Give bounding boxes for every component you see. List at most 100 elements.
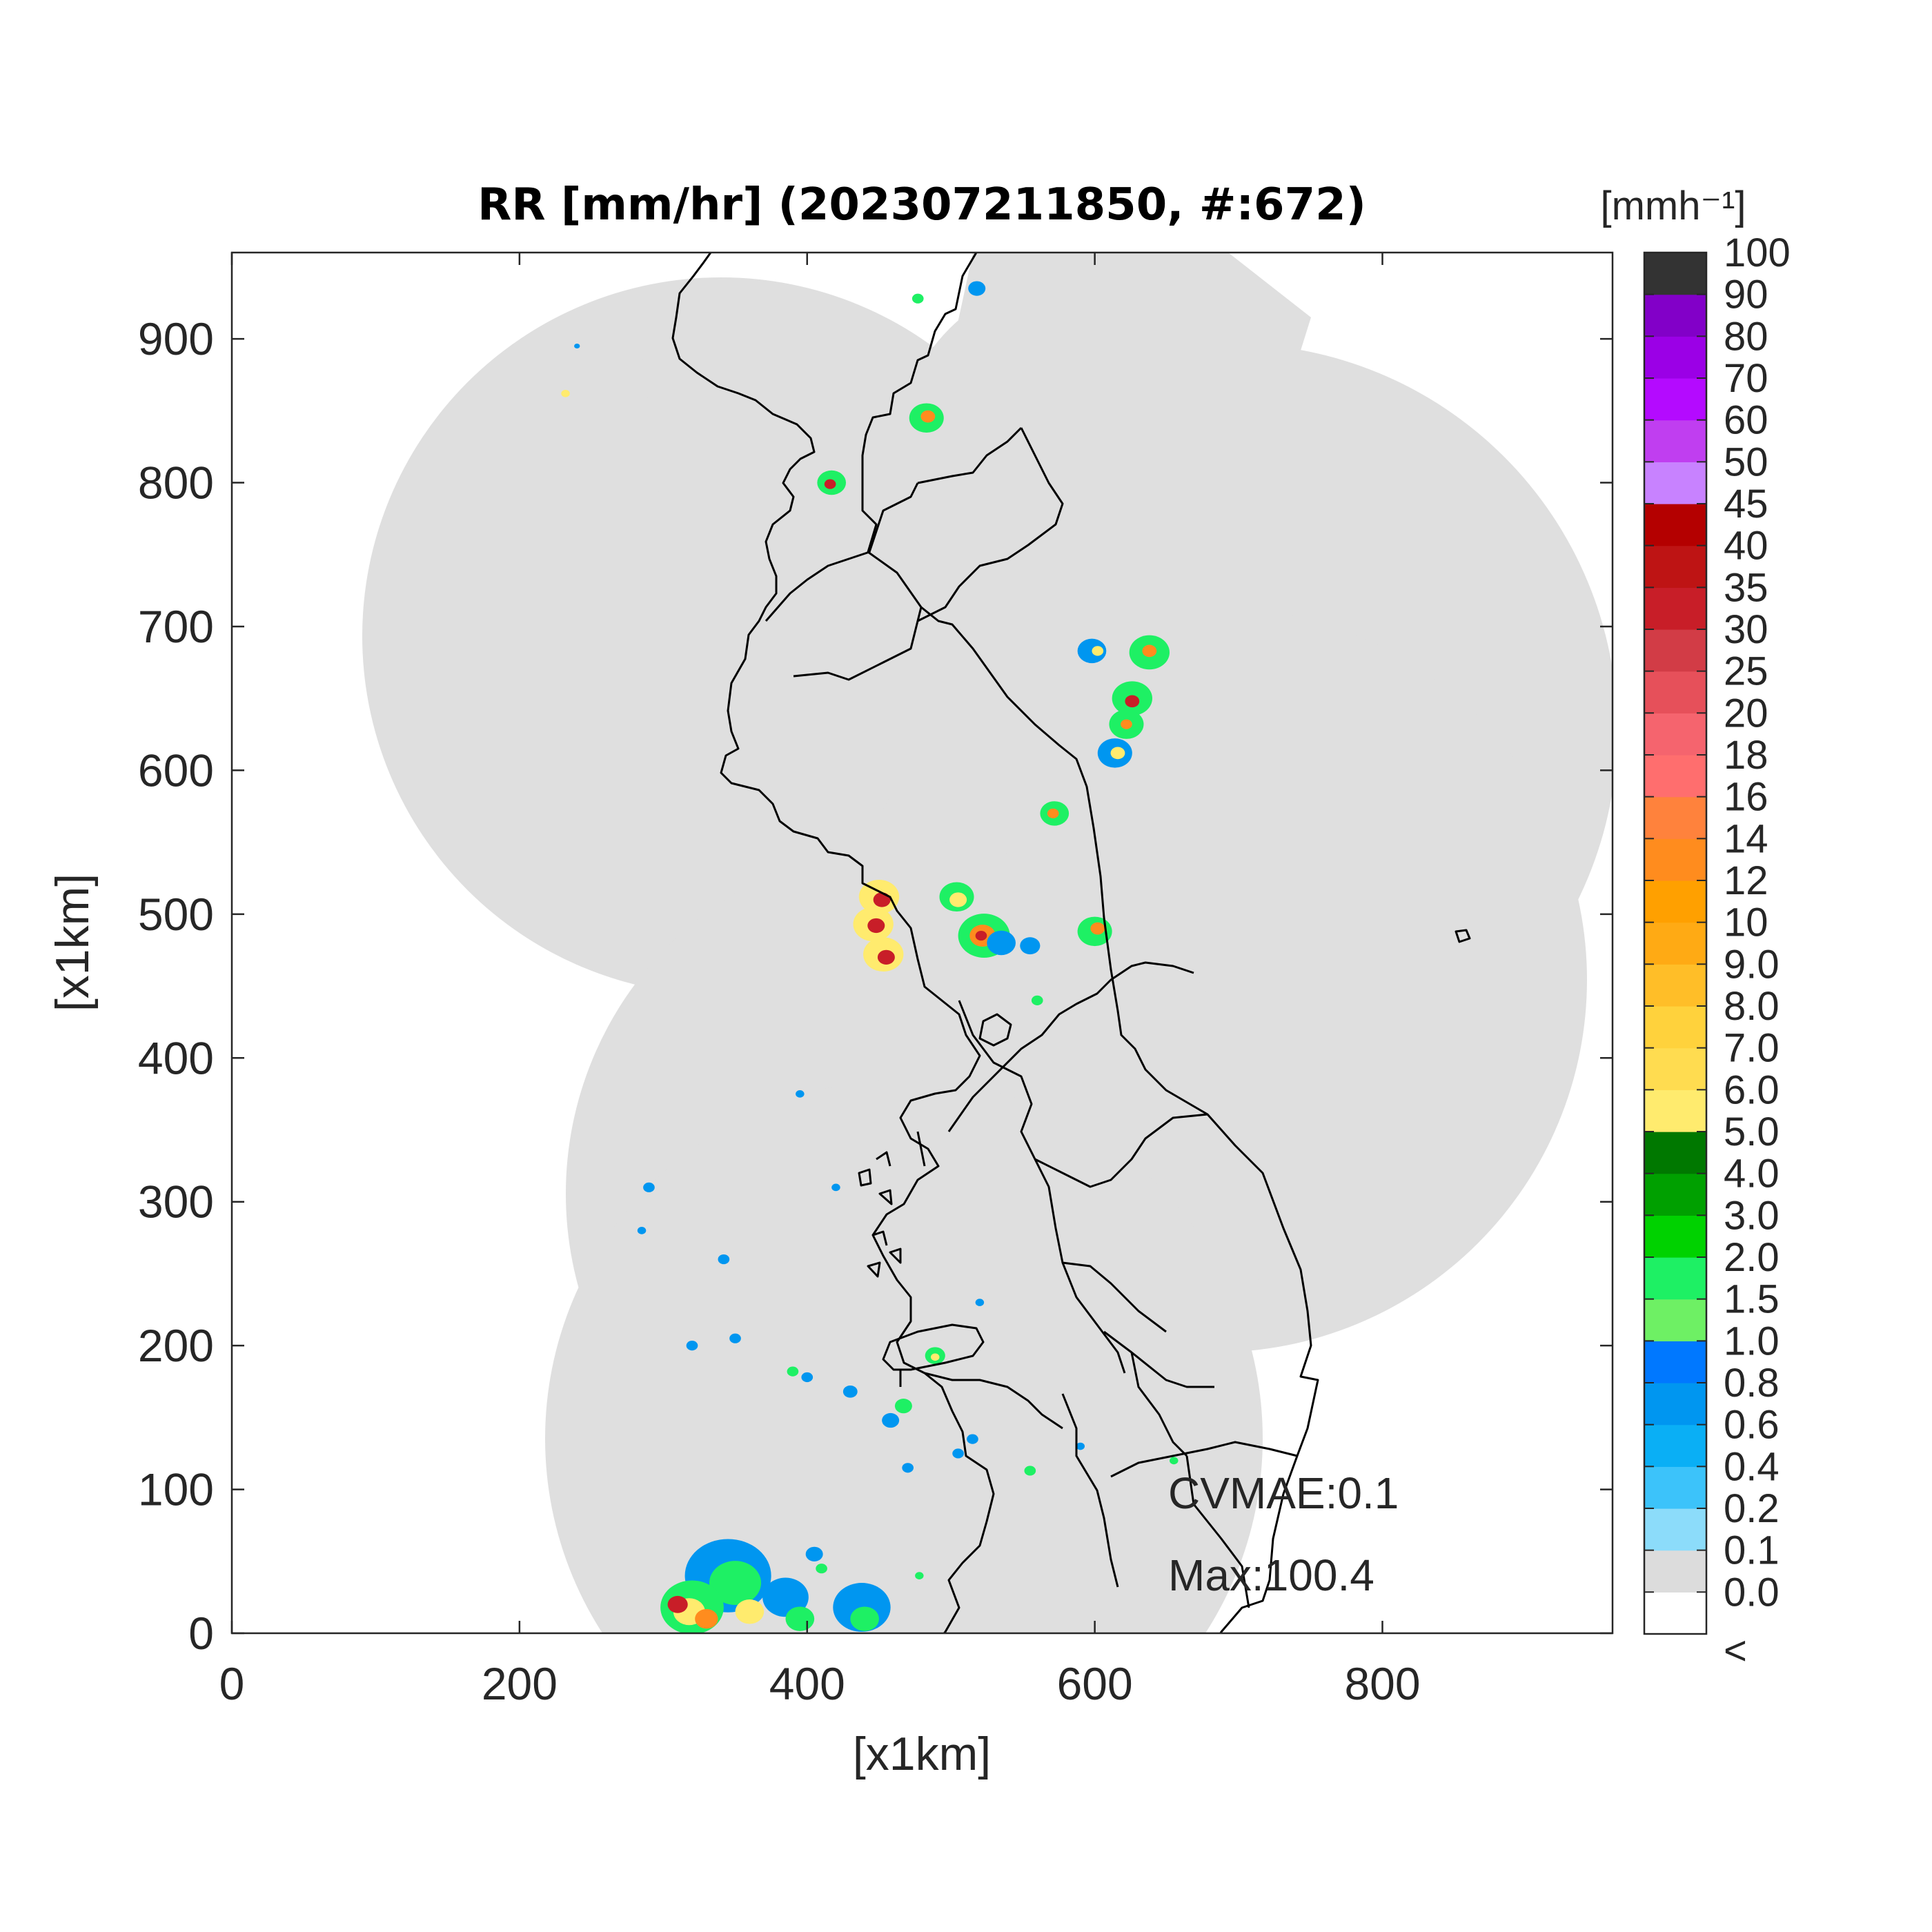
rain-cell <box>1076 1442 1085 1450</box>
rain-cell <box>902 1463 914 1473</box>
rain-cell <box>967 1434 978 1444</box>
colorbar-swatch <box>1644 671 1706 713</box>
rain-cell <box>1121 719 1132 729</box>
y-tick-label: 800 <box>138 457 214 509</box>
rain-cell <box>850 1606 879 1631</box>
colorbar-label: 0.6 <box>1724 1403 1780 1448</box>
rain-cell <box>561 389 570 397</box>
coverage-southwest <box>545 1080 1263 1633</box>
rain-cell <box>873 892 891 907</box>
colorbar-label: 45 <box>1724 482 1768 526</box>
rain-cell <box>920 410 936 423</box>
y-tick-label: 400 <box>138 1032 214 1083</box>
colorbar-label: 2.0 <box>1724 1235 1780 1280</box>
colorbar-swatch <box>1644 1132 1706 1174</box>
colorbar-label: 5.0 <box>1724 1110 1780 1154</box>
colorbar-under-label: < <box>1724 1628 1747 1673</box>
rain-cell <box>1020 937 1041 955</box>
colorbar-swatch <box>1644 504 1706 546</box>
x-axis-ticks: 0 200 400 600 800 <box>219 253 1421 1709</box>
radar-coverage-area <box>362 253 1613 1633</box>
colorbar-swatch <box>1644 253 1706 295</box>
rain-cell <box>894 1399 912 1414</box>
colorbar-label: 7.0 <box>1724 1026 1780 1071</box>
colorbar-label: 50 <box>1724 440 1768 484</box>
rain-cell <box>952 1448 964 1459</box>
rain-cell <box>785 1606 815 1631</box>
colorbar-label: 1.0 <box>1724 1319 1780 1363</box>
rain-cell <box>882 1412 900 1428</box>
colorbar-swatch <box>1644 1006 1706 1049</box>
colorbar-label: 70 <box>1724 356 1768 401</box>
rain-cell <box>805 1546 823 1561</box>
rain-cell <box>796 1090 805 1098</box>
colorbar-swatch <box>1644 1215 1706 1258</box>
cvmae-annotation: CVMAE:0.1 <box>1168 1468 1399 1518</box>
rain-cell <box>1090 922 1105 935</box>
y-axis-label: [x1km] <box>46 874 99 1012</box>
rain-cell <box>949 892 967 907</box>
colorbar-label: 35 <box>1724 565 1768 610</box>
rain-cell <box>1092 646 1104 656</box>
rain-cell <box>686 1341 698 1351</box>
chart-title: RR [mm/hr] (202307211850, #:672) <box>477 179 1366 230</box>
y-tick-label: 500 <box>138 889 214 940</box>
colorbar-swatch <box>1644 1257 1706 1300</box>
rain-cell <box>709 1561 762 1605</box>
rain-cell <box>1031 995 1043 1005</box>
colorbar-swatch <box>1644 1090 1706 1132</box>
colorbar-swatch <box>1644 880 1706 923</box>
colorbar-label: 100 <box>1724 230 1791 275</box>
rain-cell <box>931 1353 940 1361</box>
colorbar-label: 9.0 <box>1724 942 1780 987</box>
rain-cell <box>667 1595 688 1613</box>
rain-cell <box>842 1385 858 1398</box>
colorbar-label: 0.4 <box>1724 1444 1780 1489</box>
colorbar-swatch <box>1644 838 1706 881</box>
colorbar-swatch <box>1644 1466 1706 1509</box>
colorbar-label: 14 <box>1724 816 1768 861</box>
colorbar: 0.00.10.20.40.60.81.01.52.03.04.05.06.07… <box>1643 230 1791 1673</box>
colorbar-swatch <box>1644 1173 1706 1216</box>
colorbar-unit-label: [mmh⁻¹] <box>1600 184 1746 228</box>
colorbar-swatch <box>1644 1424 1706 1467</box>
colorbar-swatch <box>1644 1299 1706 1341</box>
border-dmz <box>947 961 1194 1132</box>
colorbar-swatch <box>1644 1508 1706 1551</box>
colorbar-swatch <box>1644 1047 1706 1090</box>
rain-cell <box>801 1372 814 1383</box>
colorbar-swatch <box>1644 462 1706 504</box>
colorbar-frame <box>1643 251 1708 1635</box>
rain-cell <box>729 1333 741 1343</box>
colorbar-label: 20 <box>1724 691 1768 736</box>
rain-cell <box>1047 808 1059 818</box>
rain-cell <box>824 479 836 489</box>
rain-cell <box>1110 747 1125 760</box>
colorbar-swatch <box>1644 587 1706 630</box>
rain-cell <box>911 293 924 304</box>
colorbar-label: 90 <box>1724 273 1768 317</box>
colorbar-label: 0.1 <box>1724 1528 1780 1573</box>
colorbar-label: 16 <box>1724 775 1768 820</box>
plot-frame <box>230 251 1614 1635</box>
y-tick-label: 200 <box>138 1320 214 1371</box>
rain-cell <box>787 1366 799 1377</box>
colorbar-label: 40 <box>1724 524 1768 569</box>
colorbar-label: 0.0 <box>1724 1570 1780 1615</box>
x-tick-label: 600 <box>1057 1658 1133 1709</box>
x-tick-label: 800 <box>1344 1658 1420 1709</box>
ulleungdo <box>1455 929 1471 943</box>
y-tick-label: 700 <box>138 601 214 652</box>
rain-cell <box>735 1599 765 1624</box>
rain-cell <box>1142 644 1157 658</box>
peninsula-outline <box>671 253 1319 1633</box>
precipitation-layer <box>561 281 1179 1633</box>
colorbar-swatch <box>1644 1592 1706 1635</box>
colorbar-label: 25 <box>1724 649 1768 694</box>
y-tick-label: 900 <box>138 313 214 364</box>
colorbar-swatch <box>1644 629 1706 672</box>
rain-cell <box>574 343 580 349</box>
rain-cell <box>643 1182 655 1192</box>
rain-cell <box>1125 695 1140 708</box>
rain-cell <box>695 1608 718 1629</box>
